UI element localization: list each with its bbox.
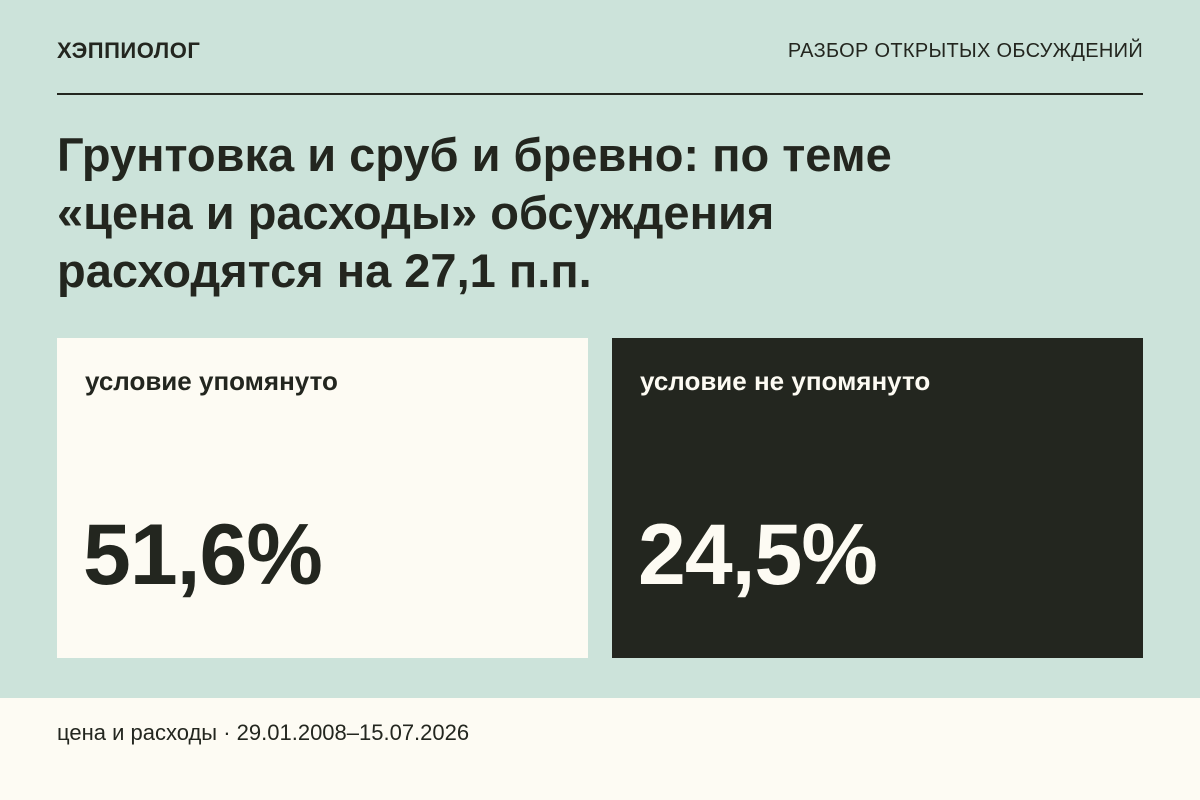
headline-line: «цена и расходы» обсуждения [57,186,775,239]
card-value: 24,5% [638,507,878,603]
stat-card: условие не упомянуто 24,5% [612,338,1143,658]
divider [57,93,1143,95]
card-value: 51,6% [83,507,323,603]
headline-line: Грунтовка и сруб и бревно: по теме [57,128,892,181]
brand: ХЭППИОЛОГ [57,38,201,63]
stat-card: условие упомянуто 51,6% [57,338,588,658]
section-label: РАЗБОР ОТКРЫТЫХ ОБСУЖДЕНИЙ [787,40,1143,62]
headline: Грунтовка и сруб и бревно: по теме «цена… [57,126,1147,300]
card-label: условие не упомянуто [640,366,931,396]
headline-line: расходятся на 27,1 п.п. [57,244,592,297]
footer-text: цена и расходы · 29.01.2008–15.07.2026 [57,720,470,745]
card-label: условие упомянуто [85,366,338,396]
footer: цена и расходы · 29.01.2008–15.07.2026 [0,698,1200,800]
